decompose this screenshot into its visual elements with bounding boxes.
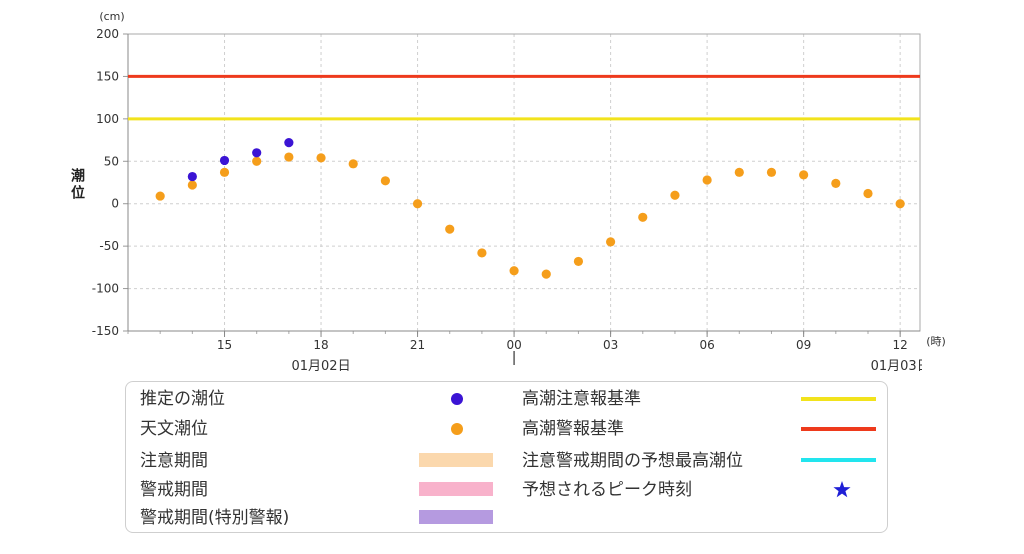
legend-label-astronomical-tide: 天文潮位 <box>140 419 208 439</box>
date-labels: 01月02日 01月03日 <box>291 359 930 374</box>
y-tick-label: 50 <box>104 154 119 168</box>
data-points <box>155 138 905 279</box>
data-point-astronomical-tide <box>412 199 423 209</box>
legend-label-advisory-threshold: 高潮注意報基準 <box>522 389 641 409</box>
grid <box>128 34 920 331</box>
date-label: 01月02日 <box>291 359 350 374</box>
x-tick-label: 06 <box>699 338 714 352</box>
data-point-astronomical-tide <box>252 156 262 166</box>
data-point-astronomical-tide <box>219 167 230 177</box>
data-point-estimated-tide <box>284 138 294 148</box>
legend-label-estimated-tide: 推定の潮位 <box>140 389 225 409</box>
data-point-astronomical-tide <box>477 248 487 258</box>
date-label: 01月03日 <box>871 359 930 374</box>
legend-dot-estimated-tide <box>451 393 463 405</box>
data-point-astronomical-tide <box>155 191 165 201</box>
legend-line-warning-threshold <box>801 427 876 431</box>
x-unit-label: (時) <box>926 335 946 348</box>
plot-border <box>127 33 921 332</box>
legend-line-forecast-max-tide <box>801 458 876 462</box>
y-tick-label: 150 <box>96 69 119 83</box>
x-tick-label: 15 <box>217 338 232 352</box>
reference-lines <box>128 74 920 121</box>
data-point-astronomical-tide <box>605 237 616 247</box>
data-point-astronomical-tide <box>445 224 455 234</box>
x-tick-label: 18 <box>313 338 328 352</box>
data-point-astronomical-tide <box>541 269 551 279</box>
x-tick-label: 00 <box>506 338 521 352</box>
axis-labels: 200 150 100 50 0 -50 -100 -150 15 18 21 00 03 06 09 12 (… <box>92 10 946 365</box>
legend-label-peak-time: 予想されるピーク時刻 <box>522 480 692 500</box>
legend: 推定の潮位 天文潮位 注意期間 警戒期間 警戒期間(特別警報) 高潮注意報基準 … <box>125 381 888 533</box>
legend-bar-advisory-period <box>419 453 493 467</box>
data-point-astronomical-tide <box>734 167 744 177</box>
y-tick-label: 0 <box>111 197 119 211</box>
legend-label-warning-threshold: 高潮警報基準 <box>522 419 624 439</box>
data-point-astronomical-tide <box>702 175 712 185</box>
legend-label-special-warning-period: 警戒期間(特別警報) <box>140 508 290 528</box>
data-point-astronomical-tide <box>380 176 390 186</box>
data-point-astronomical-tide <box>799 170 809 180</box>
star-icon <box>833 481 851 498</box>
y-tick-label: -150 <box>92 324 119 338</box>
y-tick-label: -100 <box>92 282 119 296</box>
data-point-astronomical-tide <box>573 256 584 267</box>
y-tick-label: 200 <box>96 27 119 41</box>
legend-label-forecast-max-tide: 注意警戒期間の予想最高潮位 <box>522 451 743 471</box>
legend-bar-special-warning-period <box>419 510 493 524</box>
data-point-astronomical-tide <box>766 167 777 177</box>
data-point-estimated-tide <box>187 171 197 182</box>
legend-dot-astronomical-tide <box>451 423 463 435</box>
x-tick-label: 21 <box>410 338 425 352</box>
y-tick-label: -50 <box>99 239 119 253</box>
data-point-estimated-tide <box>219 155 230 166</box>
data-point-astronomical-tide <box>348 159 358 169</box>
legend-bar-warning-period <box>419 482 493 496</box>
data-point-astronomical-tide <box>863 188 873 199</box>
tide-chart: 200 150 100 50 0 -50 -100 -150 15 18 21 00 03 06 09 12 (… <box>92 10 946 374</box>
data-point-astronomical-tide <box>638 212 648 222</box>
x-tick-label: 09 <box>796 338 811 352</box>
data-point-astronomical-tide <box>895 199 905 209</box>
data-point-astronomical-tide <box>670 190 680 200</box>
legend-line-advisory-threshold <box>801 397 876 401</box>
plot-frame <box>123 33 921 337</box>
x-tick-label: 12 <box>893 338 908 352</box>
data-point-astronomical-tide <box>284 152 294 162</box>
star-icon-shape <box>833 481 851 498</box>
y-axis-title: 潮位 <box>69 168 85 202</box>
data-point-estimated-tide <box>252 148 262 158</box>
legend-label-warning-period: 警戒期間 <box>140 480 208 500</box>
data-point-astronomical-tide <box>316 153 326 163</box>
legend-label-advisory-period: 注意期間 <box>140 451 208 471</box>
x-tick-label: 03 <box>603 338 618 352</box>
y-unit-label: (cm) <box>99 10 124 23</box>
y-tick-label: 100 <box>96 112 119 126</box>
data-point-astronomical-tide <box>509 266 519 276</box>
data-point-astronomical-tide <box>187 180 197 190</box>
data-point-astronomical-tide <box>831 178 841 188</box>
